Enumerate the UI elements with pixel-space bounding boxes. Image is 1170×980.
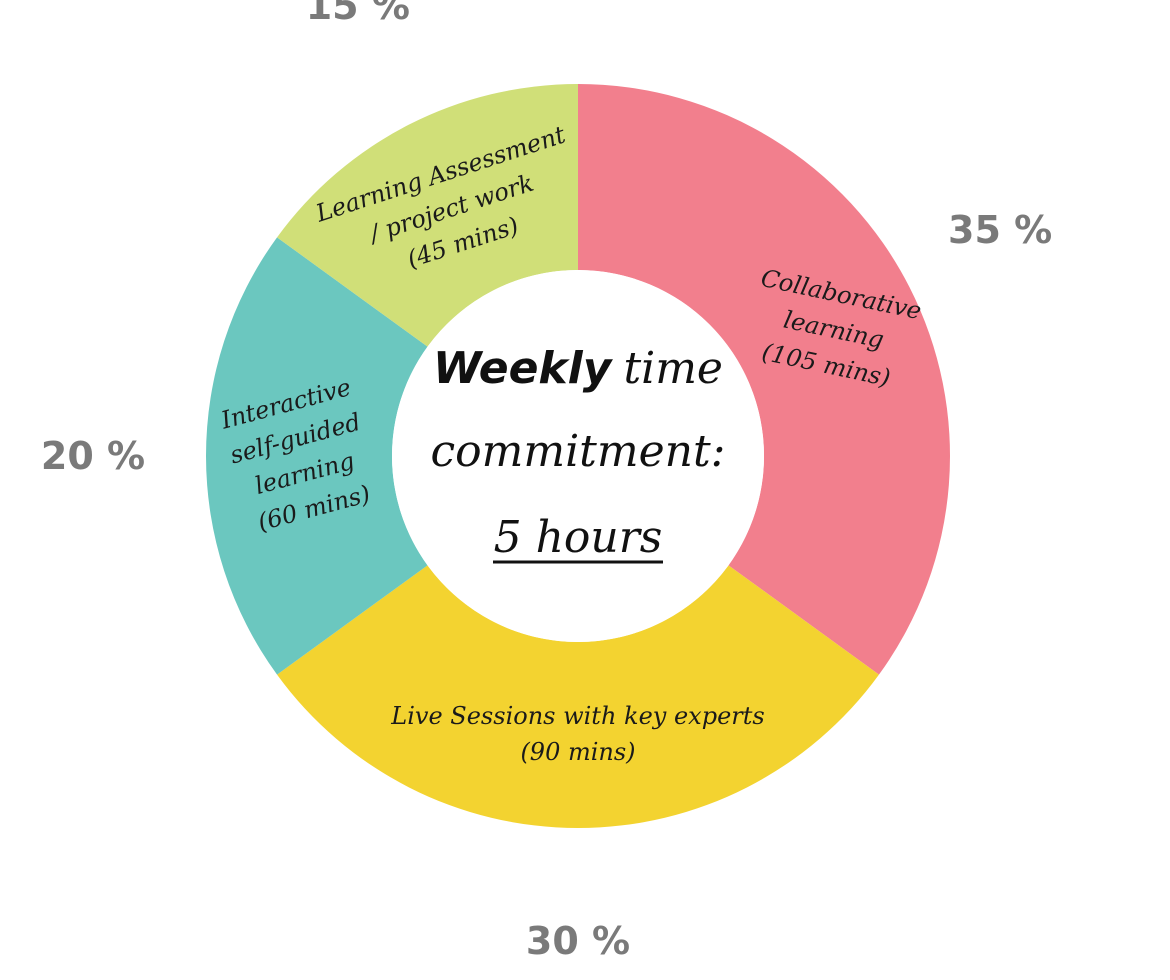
slice (578, 84, 950, 675)
donut-hole (392, 270, 764, 642)
percent-label: 30 % (526, 919, 630, 963)
center-title-line2: commitment: (431, 426, 726, 477)
percent-label: 15 % (306, 0, 410, 28)
center-title-strong: Weekly (433, 343, 614, 394)
percent-label: 20 % (41, 434, 145, 478)
donut-slices (205, 84, 950, 829)
percent-labels: 35 % 30 % 20 % 15 % (41, 0, 1052, 963)
slice (277, 84, 578, 347)
slice-label: Live Sessions with key experts (90 mins) (390, 702, 764, 766)
percent-label: 35 % (948, 208, 1052, 252)
slice-label-line: (90 mins) (520, 738, 635, 766)
slice (205, 237, 428, 675)
center-title-line1-rest: time (623, 343, 723, 394)
slice (277, 565, 879, 829)
center-title-hours: 5 hours (494, 512, 663, 563)
center-title: Weekly time commitment: 5 hours (431, 343, 726, 564)
slice-label-line: Live Sessions with key experts (390, 702, 764, 730)
